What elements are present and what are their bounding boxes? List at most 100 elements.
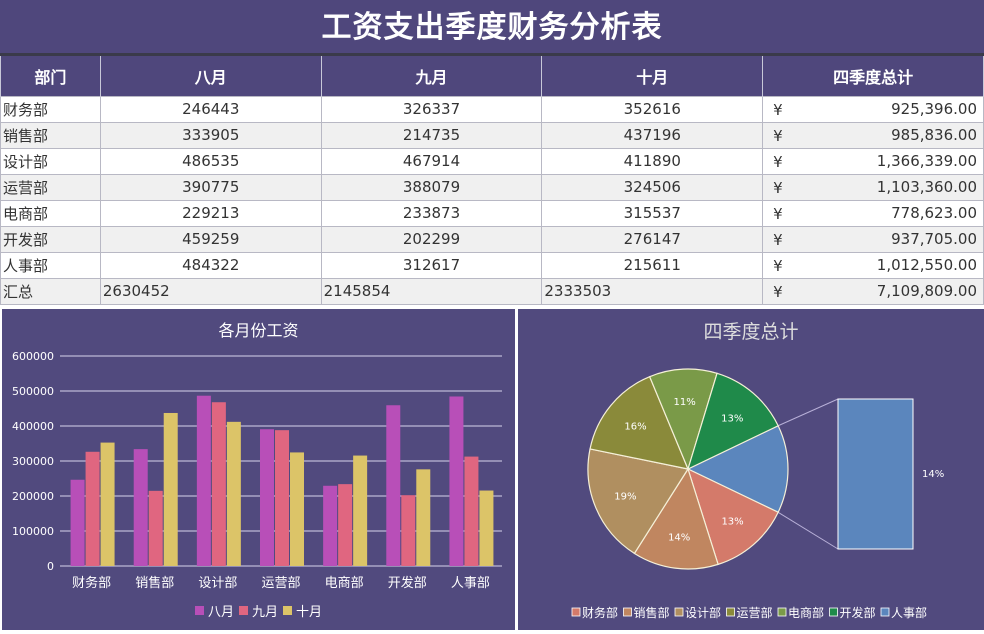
legend-label[interactable]: 销售部	[634, 605, 670, 620]
y-tick-label: 100000	[12, 525, 54, 538]
cell-dept[interactable]: 销售部	[0, 121, 101, 149]
total-amount: 1,366,339.00	[876, 152, 977, 170]
cell-sep[interactable]: 388079	[320, 173, 543, 201]
cell-oct[interactable]: 276147	[541, 225, 764, 253]
cell-dept[interactable]: 开发部	[0, 225, 101, 253]
y-tick-label: 0	[47, 560, 54, 573]
cell-q4-total[interactable]: ¥1,103,360.00	[762, 173, 984, 201]
bar-八月[interactable]	[449, 396, 464, 566]
bar-九月[interactable]	[148, 490, 163, 566]
bar-十月[interactable]	[290, 452, 304, 566]
legend-label[interactable]: 电商部	[788, 605, 824, 620]
x-category-label: 开发部	[388, 575, 427, 591]
bar-chart-panel[interactable]: 各月份工资 0 100000 200000 300000 400000 500000 600…	[2, 309, 515, 630]
legend-label[interactable]: 八月	[208, 605, 234, 620]
bar-十月[interactable]	[479, 490, 494, 566]
bar-九月[interactable]	[211, 402, 226, 566]
x-category-label: 运营部	[261, 576, 300, 591]
cell-q4-total[interactable]: ¥1,012,550.00	[762, 251, 984, 279]
currency-symbol: ¥	[773, 256, 783, 275]
legend-label[interactable]: 开发部	[840, 605, 876, 620]
bar-八月[interactable]	[323, 485, 338, 566]
cell-aug[interactable]: 229213	[99, 199, 322, 227]
cell-dept[interactable]: 人事部	[0, 251, 101, 279]
secondary-bar[interactable]	[837, 398, 914, 550]
pie-chart-panel[interactable]: 四季度总计 13% 14% 19% 16% 11% 13% 14% 财务部 销售部 设计部 运营部电…	[518, 309, 984, 630]
cell-aug[interactable]: 333905	[99, 121, 322, 149]
pie-slice[interactable]	[687, 372, 779, 471]
cell-dept[interactable]: 设计部	[0, 147, 101, 175]
cell-aug[interactable]: 2630452	[99, 277, 322, 305]
cell-q4-total[interactable]: ¥1,366,339.00	[762, 147, 984, 175]
cell-dept[interactable]: 财务部	[0, 95, 101, 123]
cell-oct[interactable]: 437196	[541, 121, 764, 149]
legend-label[interactable]: 人事部	[891, 605, 927, 620]
bar-八月[interactable]	[196, 395, 211, 566]
cell-sep[interactable]: 233873	[320, 199, 543, 227]
cell-q4-total[interactable]: ¥925,396.00	[762, 95, 984, 123]
pie-slice[interactable]	[633, 467, 719, 570]
pie-data-label: 16%	[624, 422, 646, 433]
pie-data-label: 13%	[721, 516, 743, 527]
table-row: 开发部 459259 202299 276147 ¥937,705.00	[0, 225, 984, 253]
bar-九月[interactable]	[401, 495, 416, 566]
cell-sep[interactable]: 214735	[320, 121, 543, 149]
cell-oct[interactable]: 324506	[541, 173, 764, 201]
cell-oct[interactable]: 2333503	[541, 277, 764, 305]
cell-dept[interactable]: 运营部	[0, 173, 101, 201]
bar-八月[interactable]	[386, 405, 401, 566]
cell-aug[interactable]: 246443	[99, 95, 322, 123]
header-q4-total[interactable]: 四季度总计	[762, 56, 984, 96]
legend-label[interactable]: 九月	[252, 605, 278, 620]
bar-九月[interactable]	[338, 484, 353, 566]
cell-q4-total[interactable]: ¥937,705.00	[762, 225, 984, 253]
bar-十月[interactable]	[416, 469, 431, 566]
y-tick-label: 600000	[12, 350, 54, 363]
cell-sep[interactable]: 2145854	[320, 277, 543, 305]
cell-oct[interactable]: 215611	[541, 251, 764, 279]
cell-q4-total[interactable]: ¥985,836.00	[762, 121, 984, 149]
pie-slice[interactable]	[686, 424, 789, 514]
bar-八月[interactable]	[260, 429, 274, 566]
cell-q4-total[interactable]: ¥7,109,809.00	[762, 277, 984, 305]
bar-九月[interactable]	[275, 430, 289, 566]
cell-sep[interactable]: 312617	[320, 251, 543, 279]
pie-slice[interactable]	[648, 368, 718, 471]
cell-oct[interactable]: 315537	[541, 199, 764, 227]
cell-aug[interactable]: 486535	[99, 147, 322, 175]
cell-sep[interactable]: 202299	[320, 225, 543, 253]
bar-八月[interactable]	[70, 479, 85, 566]
header-sep[interactable]: 九月	[320, 56, 543, 96]
bar-八月[interactable]	[133, 449, 148, 566]
cell-aug[interactable]: 459259	[99, 225, 322, 253]
cell-dept[interactable]: 汇总	[0, 277, 101, 305]
x-category-label: 财务部	[72, 575, 111, 591]
bar-九月[interactable]	[464, 456, 479, 566]
legend-label[interactable]: 设计部	[685, 605, 721, 620]
cell-oct[interactable]: 411890	[541, 147, 764, 175]
currency-symbol: ¥	[773, 282, 783, 301]
cell-sep[interactable]: 326337	[320, 95, 543, 123]
header-aug[interactable]: 八月	[99, 56, 322, 96]
legend-label[interactable]: 财务部	[582, 605, 618, 620]
pie-slice[interactable]	[587, 448, 689, 555]
pie-slice[interactable]	[589, 375, 689, 470]
cell-sep[interactable]: 467914	[320, 147, 543, 175]
table-row: 电商部 229213 233873 315537 ¥778,623.00	[0, 199, 984, 227]
cell-dept[interactable]: 电商部	[0, 199, 101, 227]
bar-十月[interactable]	[226, 421, 241, 566]
cell-oct[interactable]: 352616	[541, 95, 764, 123]
bar-九月[interactable]	[85, 451, 100, 566]
legend-label[interactable]: 十月	[296, 605, 322, 620]
bar-十月[interactable]	[353, 455, 368, 566]
pie-slice[interactable]	[687, 467, 779, 566]
x-category-label: 设计部	[198, 576, 237, 591]
header-oct[interactable]: 十月	[541, 56, 764, 96]
legend-label[interactable]: 运营部	[737, 605, 773, 620]
cell-aug[interactable]: 390775	[99, 173, 322, 201]
bar-十月[interactable]	[100, 442, 115, 566]
cell-q4-total[interactable]: ¥778,623.00	[762, 199, 984, 227]
bar-十月[interactable]	[163, 412, 178, 566]
cell-aug[interactable]: 484322	[99, 251, 322, 279]
header-dept[interactable]: 部门	[0, 56, 101, 96]
